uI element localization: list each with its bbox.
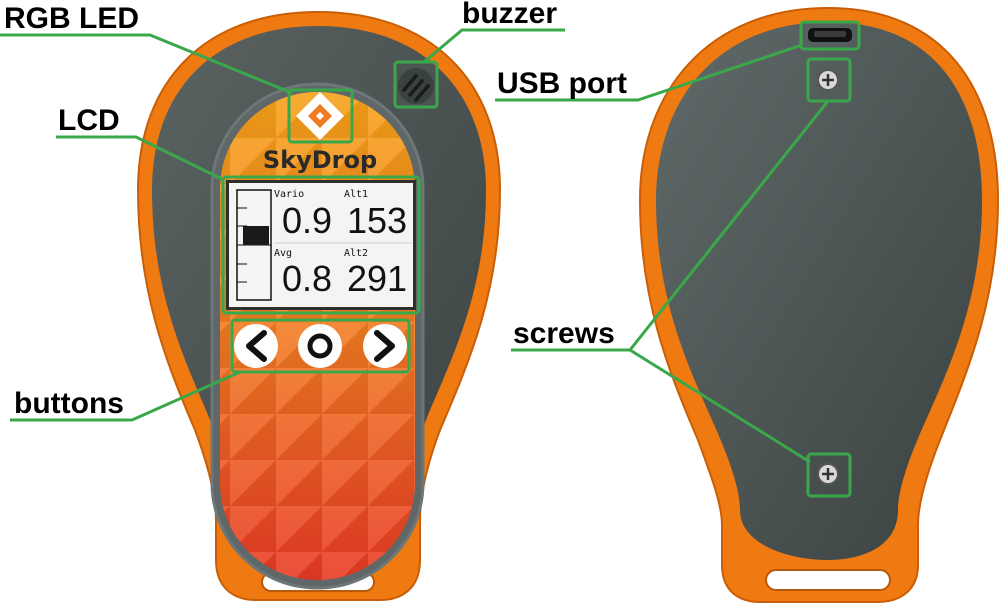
- buzzer-label: buzzer: [462, 0, 557, 30]
- lcd-avg-label: Avg: [274, 248, 292, 259]
- lcd-alt1-label: Alt1: [344, 189, 368, 200]
- center-button[interactable]: [298, 324, 342, 368]
- right-button[interactable]: [363, 324, 407, 368]
- buzzer-grille: [398, 68, 434, 104]
- back-strap-hole: [765, 569, 891, 591]
- back-device: [638, 6, 1000, 603]
- chevron-right-icon: [374, 330, 395, 362]
- back-dark-body: [656, 22, 982, 560]
- lcd-highlight-box: [221, 175, 421, 315]
- buttons-label: buttons: [14, 387, 124, 420]
- lcd-label: LCD: [58, 104, 120, 137]
- lcd-vario-value: 0.9: [282, 200, 332, 241]
- usb-leader: [495, 43, 803, 102]
- rgb-led-label: RGB LED: [4, 2, 139, 35]
- bottom-screw-highlight-box: [806, 452, 852, 498]
- lcd-avg-value: 0.8: [282, 258, 332, 299]
- screws-leader-bottom: [629, 348, 811, 464]
- bottom-screw: [817, 463, 839, 485]
- left-button[interactable]: [234, 324, 278, 368]
- skydrop-logo: [296, 92, 344, 140]
- lcd-alt2-label: Alt2: [344, 248, 368, 259]
- lcd-alt1-value: 153: [347, 200, 407, 241]
- chevron-left-icon: [246, 330, 267, 362]
- buzzer-leader: [423, 28, 565, 64]
- vario-bar-fill: [243, 226, 269, 245]
- usb-highlight-box: [799, 20, 861, 51]
- buttons-leader: [10, 370, 241, 422]
- usb-port-label: USB port: [497, 67, 627, 100]
- front-device: SkyDrop Vario Alt1 0.9 153 Avg Alt2 0.8 …: [136, 10, 502, 601]
- brand-name: SkyDrop: [263, 146, 377, 174]
- buttons-highlight-box: [230, 318, 411, 374]
- rgb-led-highlight-box: [287, 88, 354, 144]
- lcd-alt2-value: 291: [347, 258, 407, 299]
- circle-icon: [307, 333, 333, 359]
- lcd-screen: Vario Alt1 0.9 153 Avg Alt2 0.8 291: [226, 180, 416, 310]
- top-screw: [817, 69, 839, 91]
- lcd-vario-label: Vario: [274, 189, 304, 200]
- top-screw-highlight-box: [806, 57, 852, 103]
- screws-label: screws: [513, 317, 615, 350]
- rgb-led-leader: [0, 33, 293, 95]
- annotations: [0, 20, 861, 498]
- lcd-leader: [56, 135, 225, 182]
- buzzer-highlight-box: [393, 60, 439, 109]
